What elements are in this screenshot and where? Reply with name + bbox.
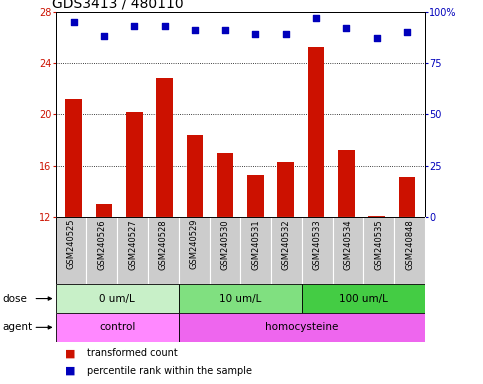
Text: GSM240527: GSM240527 [128,219,137,270]
Text: percentile rank within the sample: percentile rank within the sample [87,366,252,376]
Text: 10 um/L: 10 um/L [219,293,261,304]
Text: 100 um/L: 100 um/L [339,293,388,304]
Bar [394,217,425,284]
Bar [65,99,82,217]
Text: GSM240534: GSM240534 [343,219,353,270]
Bar [56,284,179,313]
Text: transformed count: transformed count [87,348,178,358]
Bar [333,217,364,284]
Bar [308,48,325,217]
Point [191,27,199,33]
Point [221,27,229,33]
Text: GSM240530: GSM240530 [220,219,229,270]
Bar [277,162,294,217]
Bar [302,217,333,284]
Point [342,25,350,31]
Text: GSM240528: GSM240528 [159,219,168,270]
Point [252,31,259,37]
Text: 0 um/L: 0 um/L [99,293,135,304]
Text: GSM240525: GSM240525 [67,219,75,270]
Point [282,31,290,37]
Point [312,15,320,21]
Text: ■: ■ [65,366,76,376]
Bar [368,216,385,217]
Text: agent: agent [2,322,32,333]
Bar [56,217,86,284]
Bar [179,217,210,284]
Text: control: control [99,322,135,333]
Bar [156,78,173,217]
Text: GSM240848: GSM240848 [405,219,414,270]
Text: GSM240532: GSM240532 [282,219,291,270]
Point [70,19,78,25]
Bar [96,204,113,217]
Bar [179,284,302,313]
Point [100,33,108,39]
Point [403,29,411,35]
Bar [302,284,425,313]
Bar [364,217,394,284]
Text: ■: ■ [65,348,76,358]
Bar [338,150,355,217]
Bar [210,217,241,284]
Bar [179,313,425,342]
Bar [86,217,117,284]
Point [130,23,138,29]
Bar [186,135,203,217]
Text: GDS3413 / 480110: GDS3413 / 480110 [52,0,184,10]
Text: GSM240533: GSM240533 [313,219,322,270]
Text: GSM240529: GSM240529 [190,219,199,270]
Point [161,23,169,29]
Bar [126,112,142,217]
Bar [271,217,302,284]
Bar [117,217,148,284]
Text: GSM240526: GSM240526 [97,219,106,270]
Bar [217,153,233,217]
Bar [56,217,425,284]
Bar [398,177,415,217]
Text: GSM240531: GSM240531 [251,219,260,270]
Bar [241,217,271,284]
Text: homocysteine: homocysteine [265,322,339,333]
Point [373,35,381,41]
Bar [56,313,179,342]
Bar [148,217,179,284]
Bar [247,175,264,217]
Text: dose: dose [2,293,28,304]
Text: GSM240535: GSM240535 [374,219,384,270]
